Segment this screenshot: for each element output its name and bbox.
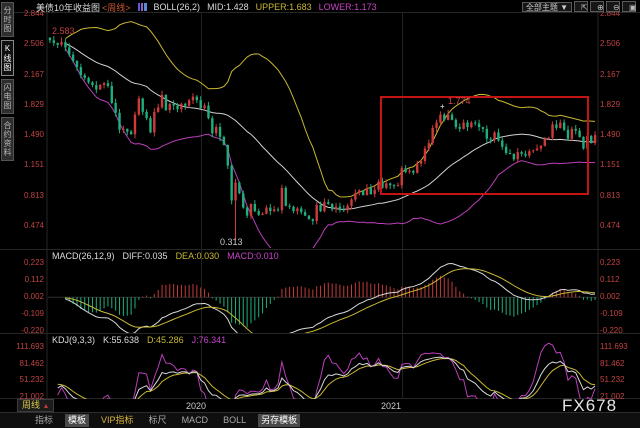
zoom-out-button[interactable]: ⊖ <box>606 1 620 12</box>
axis-tick: 2.506 <box>23 39 44 48</box>
axis-tick: 21.002 <box>19 392 44 401</box>
chart-title: 美债10年收益图 <box>36 2 101 13</box>
save-chart-button[interactable]: ▣ <box>622 1 637 12</box>
kdj-j-value: J:76.341 <box>191 335 227 345</box>
theme-select-button[interactable]: 全部主题 ▼ <box>521 1 572 12</box>
boll-lower-value: LOWER:1.173 <box>318 2 377 12</box>
axis-tick: 0.112 <box>24 275 44 284</box>
macd-hist-value: MACD:0.010 <box>227 251 279 261</box>
boll-label: BOLL(26,2) <box>153 2 201 12</box>
axis-tick: -0.220 <box>21 326 44 335</box>
toolbar-tab-save-template[interactable]: 另存模板 <box>258 414 301 427</box>
fullscreen-button[interactable]: ⇱ <box>574 1 588 12</box>
toolbar-tab-indicators[interactable]: 指标 <box>35 415 54 425</box>
axis-tick: 2.844 <box>23 9 44 18</box>
axis-tick: 81.462 <box>600 359 625 368</box>
axis-tick: 0.223 <box>600 258 621 267</box>
axis-tick: 1.829 <box>23 100 44 109</box>
kdj-k-value: K:55.638 <box>103 335 140 345</box>
macd-dea-value: DEA:0.030 <box>175 251 220 261</box>
axis-tick: 111.693 <box>16 342 44 351</box>
kdj-panel-header: KDJ(9,3,3) K:55.638 D:45.286 J:76.341 <box>52 335 226 345</box>
axis-tick: 2.167 <box>600 70 621 79</box>
toolbar-tab-macd[interactable]: MACD <box>181 415 209 425</box>
axis-tick: -0.109 <box>21 309 44 318</box>
caret-up-icon: ▲ <box>42 403 50 410</box>
boll-mid-value: MID:1.428 <box>207 2 249 12</box>
price-label-low: 0.313 <box>220 237 243 247</box>
macd-label: MACD(26,12,9) <box>52 251 115 261</box>
chart-period-tag: <周线> <box>102 2 131 13</box>
axis-tick: 0.474 <box>23 221 44 230</box>
axis-tick: 0.813 <box>600 191 621 200</box>
axis-tick: -0.109 <box>600 309 623 318</box>
axis-tick: 81.462 <box>19 359 44 368</box>
brand-watermark: FX678 <box>562 396 618 415</box>
axis-tick: 2.844 <box>600 9 621 18</box>
price-label-start-high: 2.583 <box>52 26 75 36</box>
toolbar-tab-ruler[interactable]: 标尺 <box>148 415 167 425</box>
axis-tick: 21.002 <box>600 392 625 401</box>
period-label: 周线 <box>22 400 41 410</box>
kdj-d-value: D:45.286 <box>147 335 184 345</box>
header-toolbar: 全部主题 ▼ ⇱ ⊕ ⊖ ▣ <box>521 1 637 12</box>
axis-tick: -0.220 <box>600 326 623 335</box>
date-label: 2020 <box>186 401 207 411</box>
sidebar: 分时图 K线图 闪电图 合约资料 <box>1 2 14 161</box>
crosshair-mark: + <box>440 102 445 111</box>
axis-tick: 1.829 <box>600 100 621 109</box>
axis-tick: 1.151 <box>600 160 621 169</box>
kdj-label: KDJ(9,3,3) <box>52 335 96 345</box>
chart-header: 美债10年收益图 <周线> BOLL(26,2) MID:1.428 UPPER… <box>36 1 377 13</box>
date-label: 2021 <box>381 401 402 411</box>
axis-tick: 0.002 <box>23 292 44 301</box>
axis-tick: 0.474 <box>600 221 621 230</box>
axis-tick: 0.112 <box>600 275 620 284</box>
axis-tick: 2.506 <box>600 39 621 48</box>
toolbar-tab-template[interactable]: 模板 <box>65 414 90 427</box>
sidebar-tab-contract-info[interactable]: 合约资料 <box>1 117 14 161</box>
axis-tick: 1.151 <box>23 160 44 169</box>
axis-tick: 0.002 <box>600 292 621 301</box>
axis-tick: 51.232 <box>19 375 44 384</box>
sidebar-tab-lightning-chart[interactable]: 闪电图 <box>1 79 14 114</box>
zoom-in-button[interactable]: ⊕ <box>590 1 604 12</box>
macd-panel-header: MACD(26,12,9) DIFF:0.035 DEA:0.030 MACD:… <box>52 251 279 261</box>
axis-tick: 1.490 <box>600 130 621 139</box>
bottom-toolbar: 指标 模板 VIP指标 标尺 MACD BOLL 另存模板 <box>0 412 640 428</box>
toolbar-tab-boll[interactable]: BOLL <box>223 415 247 425</box>
sidebar-tab-kline-chart[interactable]: K线图 <box>1 40 14 76</box>
sidebar-tab-time-chart[interactable]: 分时图 <box>1 2 14 37</box>
macd-diff-value: DIFF:0.035 <box>122 251 168 261</box>
period-selector[interactable]: 周线 ▲ <box>17 399 55 412</box>
axis-tick: 2.167 <box>23 70 44 79</box>
axis-tick: 1.490 <box>23 130 44 139</box>
axis-tick: 51.232 <box>600 375 625 384</box>
price-label-peak: 1.774 <box>448 96 471 106</box>
boll-upper-value: UPPER:1.683 <box>255 2 312 12</box>
annotation-rectangle[interactable] <box>380 96 589 195</box>
axis-tick: 0.223 <box>23 258 44 267</box>
axis-tick: 0.813 <box>23 191 44 200</box>
axis-tick: 111.693 <box>600 342 628 351</box>
toolbar-tab-vip-indicators[interactable]: VIP指标 <box>101 415 134 425</box>
indicator-icon <box>137 3 147 11</box>
